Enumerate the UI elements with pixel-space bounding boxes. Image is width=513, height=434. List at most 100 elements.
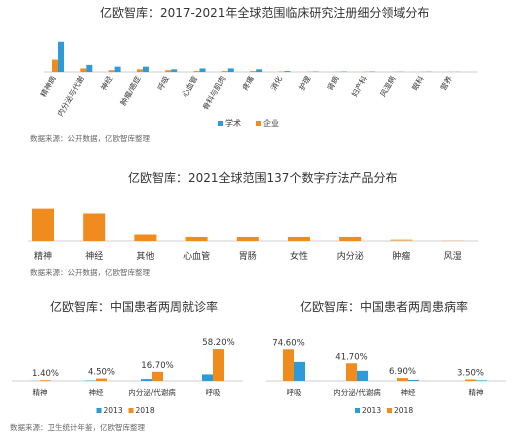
- chart2-category-label: 女性: [290, 250, 308, 262]
- chart2-bar: [134, 234, 157, 241]
- chart1-bar-企业: [52, 59, 58, 72]
- chart2-bar: [83, 213, 106, 241]
- chart4-category-label: 呼吸: [287, 387, 302, 397]
- chart4-bar-2018: [346, 363, 357, 381]
- chart3-value-label: 4.50%: [88, 368, 115, 378]
- chart3-legend-swatch: [96, 408, 102, 413]
- chart2-category-label: 肿瘤: [392, 250, 410, 262]
- chart3-bar-2018: [40, 380, 51, 381]
- chart4-bar-2013: [357, 370, 368, 381]
- chart1-category-label: 营养: [438, 74, 454, 92]
- chart3-title: 亿欧智库：中国患者两周就诊率: [50, 300, 219, 314]
- chart4-value-label: 74.60%: [272, 338, 304, 348]
- chart4-bar-2013: [476, 380, 487, 381]
- chart1-bar-企业: [193, 71, 200, 72]
- chart3-legend-label: 2018: [136, 406, 155, 415]
- chart3-bar-2018: [152, 371, 163, 381]
- chart2-bar: [390, 239, 413, 241]
- chart2-category-label: 风湿: [444, 251, 462, 262]
- chart4-legend-label: 2013: [362, 406, 381, 415]
- chart2-bar: [339, 236, 362, 241]
- chart3-legend-label: 2013: [104, 406, 123, 415]
- chart1-bar-企业: [108, 70, 115, 72]
- chart1-bar-学术: [256, 69, 263, 72]
- chart1-category-label: 消化: [268, 74, 284, 92]
- chart2-bar: [236, 236, 259, 241]
- chart1-title: 亿欧智库：2017-2021年全球范围临床研究注册细分领域分布: [100, 6, 430, 20]
- chart3-bar-2018: [213, 349, 224, 381]
- chart2-bar: [288, 236, 310, 241]
- chart2-category-label: 神经: [85, 250, 103, 262]
- chart1-bar-学术: [284, 71, 291, 72]
- chart1-legend-label: 学术: [225, 118, 241, 128]
- chart4-legend-swatch: [387, 408, 392, 413]
- chart3-bar-2013: [141, 379, 152, 381]
- chart1-category-label: 肿瘤/癌症: [118, 74, 143, 108]
- chart4-category-label: 内分泌/代谢病: [333, 387, 381, 397]
- chart1-category-label: 眼科: [409, 74, 425, 92]
- chart4-category-label: 精神: [469, 387, 484, 397]
- chart4-value-label: 3.50%: [457, 369, 484, 379]
- chart1-legend-swatch: [256, 121, 261, 126]
- chart2-category-label: 心血管: [183, 250, 210, 262]
- chart4-bar-2018: [465, 379, 476, 381]
- chart4-category-label: 神经: [401, 387, 416, 397]
- chart2-category-label: 胃肠: [239, 251, 257, 262]
- chart1-category-label: 肾病: [325, 74, 341, 92]
- chart1-bar-学术: [199, 68, 206, 72]
- chart1-bar-企业: [250, 71, 257, 72]
- footer-source: 数据来源：卫生统计年鉴，亿欧智库整理: [10, 423, 145, 432]
- chart1-category-label: 神经: [98, 74, 114, 92]
- chart4-svg: 74.60% 呼吸 41.70% 内分泌/代谢病 6.90% 神经 3.50% 精神 2013 2…: [266, 338, 506, 415]
- chart1-category-label: 呼吸: [155, 74, 171, 92]
- chart4-bar-2013: [294, 361, 305, 381]
- chart1-bar-企业: [136, 69, 143, 72]
- chart4-value-label: 41.70%: [335, 352, 367, 362]
- chart3-bar-2018: [96, 378, 107, 381]
- chart3-bar-2013: [202, 374, 213, 381]
- chart4-value-label: 6.90%: [389, 367, 416, 377]
- chart1-category-label: 心血管: [179, 74, 199, 99]
- chart4-bar-2018: [397, 378, 408, 381]
- chart4-legend-swatch: [355, 408, 360, 413]
- chart1-bar-企业: [165, 70, 172, 72]
- chart2-title: 亿欧智库：2021全球范围137个数字疗法产品分布: [128, 171, 398, 185]
- chart4-bar-2013: [408, 379, 419, 381]
- chart1-category-label: 内分泌与代谢: [55, 74, 86, 118]
- chart3-svg: 1.40% 精神 4.50% 神经 16.70% 内分泌/代谢病 58.20% 呼吸 2013 2…: [12, 338, 243, 415]
- chart2-bar: [32, 208, 54, 241]
- chart2-svg: 精神 神经 其他 心血管 胃肠 女性 内分泌 肿瘤 风湿: [28, 208, 478, 262]
- chart4-legend-label: 2018: [394, 406, 413, 415]
- chart3-category-label: 呼吸: [206, 387, 221, 397]
- chart2-category-label: 其他: [136, 250, 154, 262]
- chart2-bar: [185, 236, 208, 241]
- chart3-value-label: 16.70%: [141, 361, 173, 371]
- chart3-value-label: 1.40%: [32, 369, 59, 379]
- chart3-category-label: 精神: [33, 387, 48, 397]
- chart4-bar-2018: [283, 349, 294, 381]
- chart1-bar-企业: [80, 68, 87, 72]
- chart1-bar-企业: [221, 71, 228, 72]
- chart2-category-label: 内分泌: [337, 250, 364, 262]
- chart1-category-label: 精神病: [38, 74, 58, 99]
- chart1-bar-学术: [227, 68, 234, 72]
- chart1-category-label: 妇产科: [349, 74, 369, 99]
- chart1-category-label: 护理: [296, 74, 312, 92]
- chart2-source: 数据来源：公开数据，亿欧智库整理: [30, 268, 150, 277]
- chart3-value-label: 58.20%: [202, 338, 234, 348]
- chart1-bar-学术: [171, 69, 178, 72]
- chart4-title: 亿欧智库：中国患者两周患病率: [300, 300, 469, 314]
- chart3-legend-swatch: [128, 408, 134, 413]
- chart1-bar-学术: [58, 41, 64, 72]
- chart1-category-label: 疼痛: [240, 74, 256, 92]
- chart1-category-label: 骨科与肌肉: [200, 74, 227, 111]
- chart3-category-label: 神经: [89, 387, 104, 397]
- chart1-bar-学术: [142, 66, 149, 72]
- chart1-legend-swatch: [218, 121, 223, 126]
- chart1-bar-学术: [114, 66, 121, 72]
- chart2-category-label: 精神: [34, 250, 52, 262]
- chart1-source: 数据来源：公开数据，亿欧智库整理: [30, 134, 150, 143]
- chart1-category-label: 风湿病: [377, 74, 397, 99]
- chart3-category-label: 内分泌/代谢病: [128, 387, 176, 397]
